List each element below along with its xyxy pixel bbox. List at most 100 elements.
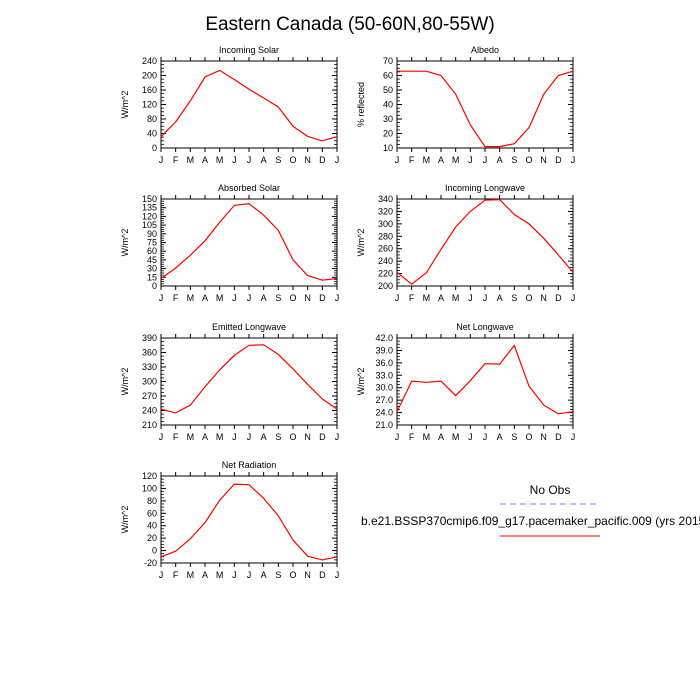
chart-panel-5: Emitted Longwave W/m^2 210 240 270 300 330 360 3… [120, 322, 339, 442]
x-tick-label: J [468, 293, 473, 303]
y-axis-label: W/m^2 [120, 91, 130, 119]
x-tick-label: A [497, 293, 503, 303]
x-tick-label: J [232, 293, 237, 303]
panel-title: Albedo [471, 45, 499, 55]
y-tick-label: 320 [378, 206, 393, 216]
y-tick-label: 15 [147, 272, 157, 282]
x-tick-label: D [319, 293, 326, 303]
x-tick-label: A [497, 155, 503, 165]
x-tick-label: J [335, 432, 340, 442]
y-tick-label: 240 [142, 406, 157, 416]
x-tick-label: J [247, 293, 252, 303]
plot-frame [160, 198, 338, 287]
y-tick-label: 0 [152, 281, 157, 291]
x-tick-label: M [216, 432, 224, 442]
x-tick-label: J [395, 432, 400, 442]
x-tick-label: A [202, 293, 208, 303]
y-tick-label: 30.0 [375, 383, 393, 393]
y-tick-label: 27.0 [375, 395, 393, 405]
y-tick-label: 21.0 [375, 420, 393, 430]
x-tick-label: J [395, 293, 400, 303]
plot-frame [396, 60, 574, 149]
x-tick-label: J [247, 570, 252, 580]
y-tick-label: 80 [147, 496, 157, 506]
y-tick-label: 30 [147, 264, 157, 274]
y-tick-label: 30 [383, 114, 393, 124]
x-tick-label: M [423, 293, 431, 303]
x-tick-label: J [468, 155, 473, 165]
series-line [160, 69, 338, 142]
x-tick-label: O [289, 155, 296, 165]
x-tick-label: A [497, 432, 503, 442]
x-tick-label: D [555, 293, 562, 303]
x-tick-label: N [540, 432, 547, 442]
series-line [396, 344, 574, 415]
x-tick-label: J [483, 432, 488, 442]
x-tick-label: F [409, 432, 415, 442]
x-tick-label: D [319, 570, 326, 580]
panel-title: Incoming Solar [219, 45, 279, 55]
y-axis-label: W/m^2 [120, 229, 130, 257]
x-tick-label: N [304, 155, 311, 165]
x-tick-label: O [525, 432, 532, 442]
x-tick-label: M [452, 293, 460, 303]
x-tick-label: S [275, 293, 281, 303]
x-tick-label: J [395, 155, 400, 165]
y-axis-label: W/m^2 [356, 229, 366, 257]
panel-title: Net Radiation [222, 460, 277, 470]
x-tick-label: M [216, 293, 224, 303]
x-tick-label: A [261, 293, 267, 303]
x-tick-label: J [159, 432, 164, 442]
x-tick-label: A [261, 570, 267, 580]
x-tick-label: F [173, 432, 179, 442]
y-tick-label: 60 [147, 508, 157, 518]
x-tick-label: M [216, 570, 224, 580]
x-tick-label: J [232, 570, 237, 580]
series-line [160, 344, 338, 414]
x-tick-label: N [540, 293, 547, 303]
y-tick-label: 270 [142, 391, 157, 401]
x-tick-label: M [423, 155, 431, 165]
panel-title: Emitted Longwave [212, 322, 286, 332]
y-tick-label: 40 [147, 521, 157, 531]
y-tick-label: 200 [142, 71, 157, 81]
x-tick-label: M [187, 432, 195, 442]
x-tick-label: N [304, 432, 311, 442]
y-tick-label: -20 [144, 558, 157, 568]
y-tick-label: 160 [142, 85, 157, 95]
y-axis-label: W/m^2 [120, 368, 130, 396]
x-tick-label: O [289, 570, 296, 580]
y-tick-label: 150 [142, 194, 157, 204]
y-tick-label: 260 [378, 244, 393, 254]
x-tick-label: M [423, 432, 431, 442]
x-tick-label: S [275, 570, 281, 580]
y-tick-label: 45 [147, 255, 157, 265]
x-tick-label: A [202, 432, 208, 442]
y-tick-label: 390 [142, 333, 157, 343]
x-tick-label: J [159, 293, 164, 303]
y-tick-label: 120 [142, 100, 157, 110]
y-axis-label: % reflected [356, 82, 366, 127]
x-tick-label: O [525, 155, 532, 165]
x-tick-label: S [275, 432, 281, 442]
y-tick-label: 220 [378, 269, 393, 279]
y-tick-label: 70 [383, 56, 393, 66]
y-tick-label: 40 [383, 100, 393, 110]
y-tick-label: 42.0 [375, 333, 393, 343]
panel-title: Net Longwave [456, 322, 514, 332]
chart-panel-6: Net Longwave W/m^2 21.0 24.0 27.0 30.0 33.0 36.… [356, 322, 575, 442]
x-tick-label: A [438, 155, 444, 165]
y-tick-label: 340 [378, 194, 393, 204]
x-tick-label: J [571, 155, 576, 165]
y-tick-label: 20 [147, 533, 157, 543]
y-tick-label: 90 [147, 229, 157, 239]
plot-frame [160, 475, 338, 564]
x-tick-label: D [319, 155, 326, 165]
x-tick-label: F [409, 293, 415, 303]
y-tick-label: 300 [378, 219, 393, 229]
y-tick-label: 210 [142, 420, 157, 430]
x-tick-label: A [202, 155, 208, 165]
x-tick-label: S [275, 155, 281, 165]
